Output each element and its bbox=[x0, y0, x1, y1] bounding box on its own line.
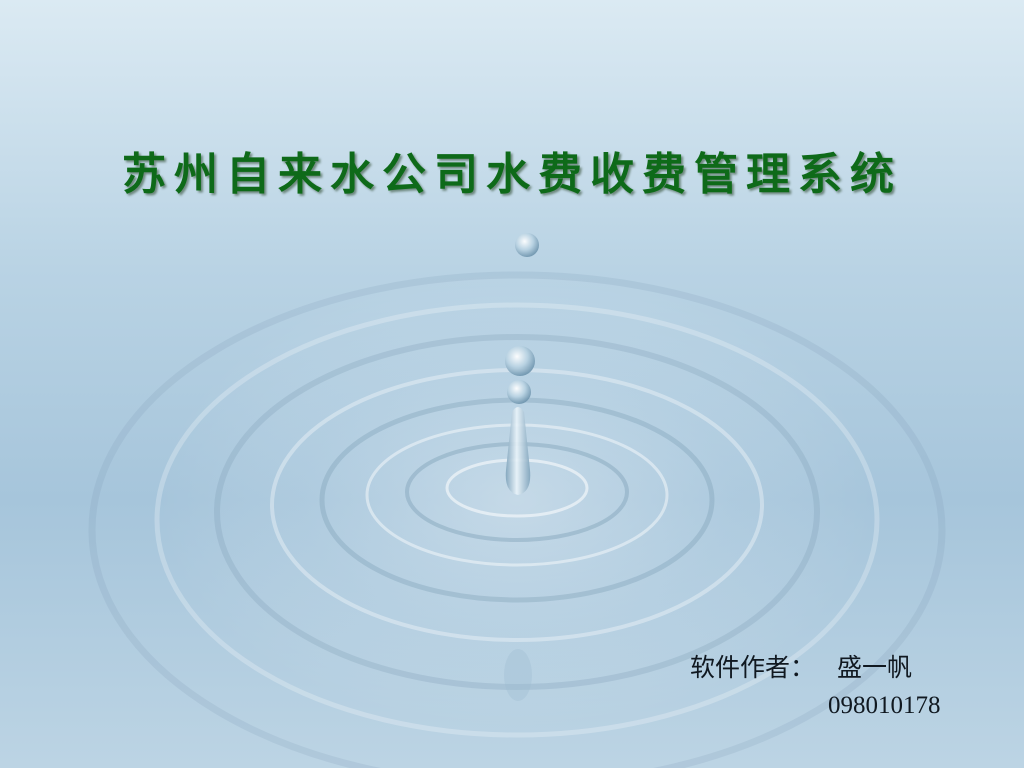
author-label: 软件作者： bbox=[690, 653, 816, 682]
splash-drop-upper bbox=[505, 346, 535, 376]
slide-title: 苏州自来水公司水费收费管理系统 bbox=[122, 149, 902, 200]
falling-drop bbox=[515, 233, 539, 257]
author-name: 盛一帆 bbox=[837, 653, 913, 682]
author-student-id: 098010178 bbox=[828, 692, 941, 719]
splash-drop-lower bbox=[507, 380, 531, 404]
author-line: 软件作者： 盛一帆 bbox=[690, 648, 990, 684]
splash-column bbox=[505, 407, 531, 495]
